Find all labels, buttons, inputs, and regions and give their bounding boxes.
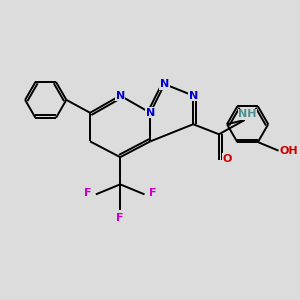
Text: N: N (146, 108, 155, 118)
Text: O: O (223, 154, 232, 164)
Text: F: F (84, 188, 92, 198)
Text: N: N (160, 79, 169, 89)
Text: NH: NH (238, 109, 257, 119)
Text: OH: OH (279, 146, 298, 156)
Text: F: F (116, 213, 124, 223)
Text: N: N (116, 91, 125, 100)
Text: N: N (189, 91, 198, 100)
Text: F: F (149, 188, 156, 198)
